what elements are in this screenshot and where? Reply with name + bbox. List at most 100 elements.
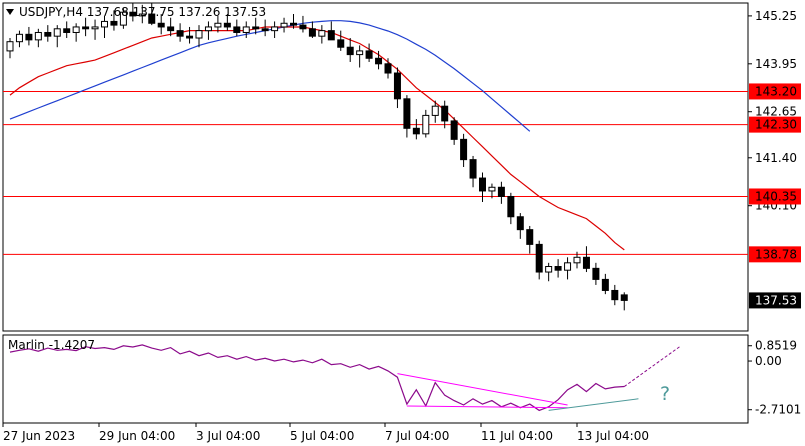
level-price-tag-label: 140.35: [755, 189, 797, 203]
candle[interactable]: [488, 183, 496, 199]
candle[interactable]: [469, 155, 477, 188]
candle[interactable]: [507, 192, 515, 225]
candle[interactable]: [441, 100, 449, 129]
candle-body: [157, 22, 165, 28]
candle[interactable]: [422, 109, 430, 138]
candle[interactable]: [82, 17, 90, 37]
candle[interactable]: [72, 23, 80, 42]
candle[interactable]: [573, 251, 581, 269]
candle[interactable]: [6, 38, 14, 59]
candle[interactable]: [148, 3, 156, 26]
candle-body: [450, 120, 458, 140]
candle-body: [554, 266, 562, 271]
candle[interactable]: [497, 181, 505, 204]
level-price-tag: [749, 116, 801, 133]
candle-body: [82, 26, 90, 30]
level-price-tag: [749, 246, 801, 263]
fast-ma-line: [9, 26, 625, 251]
candle-body: [601, 278, 609, 291]
candle[interactable]: [318, 25, 326, 44]
candle[interactable]: [233, 19, 241, 37]
candle[interactable]: [516, 213, 524, 239]
candle[interactable]: [261, 19, 269, 37]
candle-body: [545, 266, 553, 273]
candle[interactable]: [195, 25, 203, 48]
candle[interactable]: [129, 3, 137, 22]
candle[interactable]: [280, 17, 288, 33]
candle[interactable]: [403, 95, 411, 138]
candle[interactable]: [337, 30, 345, 51]
candle[interactable]: [365, 43, 373, 62]
candle-body: [375, 57, 383, 65]
candle[interactable]: [545, 262, 553, 282]
candle[interactable]: [25, 26, 33, 46]
candle[interactable]: [554, 259, 562, 278]
candle[interactable]: [412, 119, 420, 140]
candle[interactable]: [91, 19, 99, 40]
candle-body: [422, 114, 430, 135]
candle[interactable]: [223, 14, 231, 31]
candle[interactable]: [290, 14, 297, 29]
candle[interactable]: [186, 26, 194, 44]
candle[interactable]: [119, 8, 127, 29]
indicator-tick-label: 0.00: [755, 354, 782, 368]
candle[interactable]: [204, 21, 212, 40]
candlesticks[interactable]: [6, 3, 628, 311]
forecast-dashed-line[interactable]: [623, 345, 682, 387]
time-tick-label: 7 Jul 04:00: [385, 429, 449, 443]
candle[interactable]: [157, 14, 165, 35]
candle-body: [252, 26, 260, 30]
candle[interactable]: [375, 50, 383, 70]
candle[interactable]: [526, 225, 534, 254]
candle[interactable]: [592, 262, 600, 285]
candle[interactable]: [327, 21, 335, 41]
candle[interactable]: [214, 15, 222, 33]
divergence-lower-line[interactable]: [406, 405, 568, 409]
candle-body: [327, 30, 335, 41]
candle[interactable]: [176, 23, 184, 42]
candle[interactable]: [564, 257, 572, 280]
level-price-tag-label: 138.78: [755, 247, 797, 261]
candle[interactable]: [138, 4, 146, 24]
dropdown-triangle-icon[interactable]: [6, 9, 14, 15]
time-tick-label: 29 Jun 04:00: [99, 429, 175, 443]
candle[interactable]: [34, 28, 42, 48]
candle[interactable]: [460, 133, 468, 167]
divergence-drawings[interactable]: [397, 345, 682, 411]
indicator-header: Marlin -1.4207: [8, 338, 95, 352]
candle[interactable]: [601, 273, 609, 295]
forecast-support-line[interactable]: [548, 398, 639, 411]
candle-body: [280, 22, 288, 28]
candle[interactable]: [242, 21, 250, 39]
candle[interactable]: [393, 67, 401, 109]
candle[interactable]: [356, 45, 364, 68]
candle[interactable]: [308, 21, 316, 39]
candle-body: [148, 13, 156, 24]
candle-body: [582, 256, 590, 269]
candle[interactable]: [299, 15, 307, 33]
candle[interactable]: [611, 284, 619, 306]
candle[interactable]: [479, 172, 486, 203]
candle-body: [6, 41, 14, 52]
candle[interactable]: [620, 292, 628, 311]
candle[interactable]: [53, 25, 61, 48]
candle[interactable]: [582, 246, 590, 273]
candle[interactable]: [44, 25, 52, 42]
candle[interactable]: [101, 15, 108, 39]
candle[interactable]: [431, 100, 439, 123]
candle[interactable]: [346, 38, 354, 62]
candle[interactable]: [63, 21, 71, 39]
candle[interactable]: [252, 17, 260, 35]
divergence-upper-line[interactable]: [397, 373, 568, 406]
candle[interactable]: [167, 17, 175, 37]
candle[interactable]: [450, 117, 458, 145]
candle[interactable]: [15, 30, 23, 48]
current-price-tag: [749, 292, 801, 309]
candle[interactable]: [535, 240, 543, 280]
candle[interactable]: [271, 21, 279, 39]
candle-body: [441, 105, 449, 122]
candle[interactable]: [110, 10, 118, 31]
candle[interactable]: [384, 58, 392, 79]
